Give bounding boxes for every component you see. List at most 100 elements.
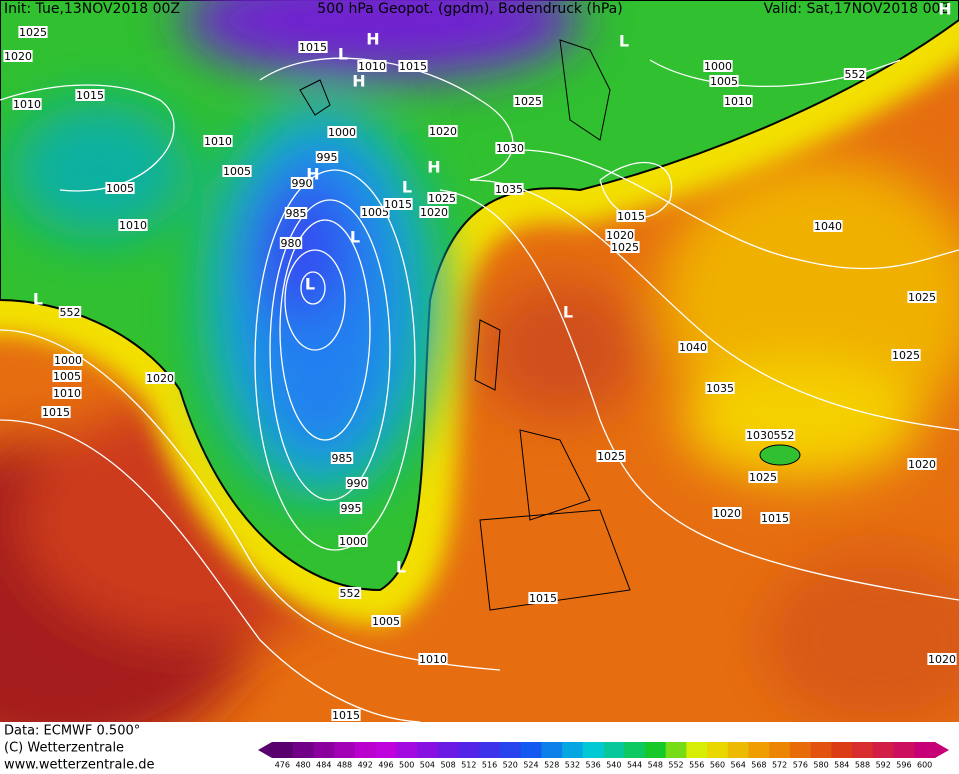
isobar-label-bg	[3, 50, 33, 62]
colorbar-cell	[541, 742, 563, 758]
isobar-label-bg	[495, 142, 525, 154]
colorbar-cell	[562, 742, 584, 758]
colorbar-cell	[437, 742, 459, 758]
isobar-label-bg	[709, 75, 739, 87]
isobar-label: 1000	[328, 126, 356, 139]
pressure-center: L	[33, 290, 43, 309]
isobar-label: 1010	[724, 95, 752, 108]
isobar-label-bg	[748, 471, 778, 483]
colorbar-cell	[458, 742, 480, 758]
geopotential-label-bg	[58, 306, 82, 318]
isobar-label: 1015	[384, 198, 412, 211]
isobar-label: 1015	[76, 89, 104, 102]
colorbar-arrow-right	[935, 742, 949, 758]
isobar-label: 1025	[428, 192, 456, 205]
isobar-label-bg	[907, 458, 937, 470]
colorbar-tick-label: 576	[793, 761, 808, 770]
isobar-label: 1020	[606, 229, 634, 242]
colorbar-cell	[914, 742, 936, 758]
isobar-label-bg	[616, 210, 646, 222]
isobar-label-bg	[284, 207, 308, 219]
isobar-label: 1010	[119, 219, 147, 232]
labels: 1025102010101015101010051005101010151010…	[3, 0, 957, 722]
colorbar-cell	[707, 742, 729, 758]
isobar-label-bg	[927, 653, 957, 665]
isobar-label-bg	[53, 354, 83, 366]
isobar-label: 995	[317, 151, 338, 164]
isobar-label: 1010	[204, 135, 232, 148]
pressure-center: H	[306, 165, 319, 184]
isobar-label: 1020	[908, 458, 936, 471]
isobar-label: 1005	[361, 206, 389, 219]
colorbar-cell	[499, 742, 522, 758]
colorbar-tick-label: 596	[896, 761, 911, 770]
isobar-label: 1015	[299, 41, 327, 54]
isobar-label-bg	[357, 60, 387, 72]
isobar-label-bg	[610, 241, 640, 253]
isobar-label-bg	[290, 177, 314, 189]
isobar-label-bg	[298, 41, 328, 53]
geopotential-label: 552	[340, 587, 361, 600]
isobar-label: 1040	[814, 220, 842, 233]
isobar-label: 1005	[223, 165, 251, 178]
isobar-label-bg	[712, 507, 742, 519]
pressure-center: L	[338, 45, 348, 64]
isobar-label-bg	[145, 372, 175, 384]
isobar-label: 1030	[496, 142, 524, 155]
colorbar-cell	[582, 742, 604, 758]
isobar-label-bg	[398, 60, 428, 72]
colorbar-cell	[831, 742, 853, 758]
isobar-label-bg	[745, 429, 775, 441]
geopotential-label: 552	[845, 68, 866, 81]
pressure-center: L	[619, 32, 629, 51]
isobar-label-bg	[907, 291, 937, 303]
colorbar-cell	[789, 742, 812, 758]
isobar-label: 1020	[146, 372, 174, 385]
isobar-label-bg	[428, 125, 458, 137]
isobar-label: 1000	[704, 60, 732, 73]
isobar-label-bg	[18, 26, 48, 38]
isobar-label: 1020	[4, 50, 32, 63]
isobar-label-bg	[331, 709, 361, 721]
isobar-label-bg	[418, 653, 448, 665]
colorbar-tick-label: 508	[440, 761, 455, 770]
isobar-label: 1015	[42, 406, 70, 419]
colorbar-tick-label: 492	[358, 761, 373, 770]
isobar-label-bg	[52, 370, 82, 382]
colorbar-cell	[354, 742, 377, 758]
pressure-center: H	[366, 30, 379, 49]
colorbar-cell	[520, 742, 542, 758]
colorbar-cell	[292, 742, 314, 758]
colorbar-cell	[603, 742, 625, 758]
colorbar-tick-label: 528	[544, 761, 559, 770]
pressure-center: H	[427, 158, 440, 177]
isobar-label-bg	[596, 450, 626, 462]
geopotential-label-bg	[772, 429, 796, 441]
isobar-label: 1005	[372, 615, 400, 628]
isobar-label: 1000	[339, 535, 367, 548]
isobar-label: 1020	[713, 507, 741, 520]
colorbar-tick-label: 584	[834, 761, 849, 770]
isobar-label: 1025	[749, 471, 777, 484]
colorbar-tick-label: 480	[295, 761, 310, 770]
colorbar-tick-label: 544	[627, 761, 642, 770]
data-source: Data: ECMWF 0.500°	[4, 724, 140, 739]
isobar-label-bg	[327, 126, 357, 138]
isobar-label: 1015	[761, 512, 789, 525]
colorbar-tick-label: 560	[710, 761, 725, 770]
isobar-label-bg	[203, 135, 233, 147]
colorbar-tick-label: 512	[461, 761, 476, 770]
pressure-center: L	[396, 558, 406, 577]
colorbar-tick-label: 592	[876, 761, 891, 770]
colorbar-arrow-left	[258, 742, 272, 758]
colorbar-tick-label: 520	[503, 761, 518, 770]
isobar-label-bg	[41, 406, 71, 418]
colorbar-cell	[727, 742, 750, 758]
colorbar-cell	[748, 742, 770, 758]
colorbar-cell	[375, 742, 397, 758]
colorbar-cell	[810, 742, 832, 758]
isobar-label-bg	[360, 206, 390, 218]
isobar-label-bg	[345, 477, 369, 489]
colorbar-tick-label: 548	[648, 761, 663, 770]
